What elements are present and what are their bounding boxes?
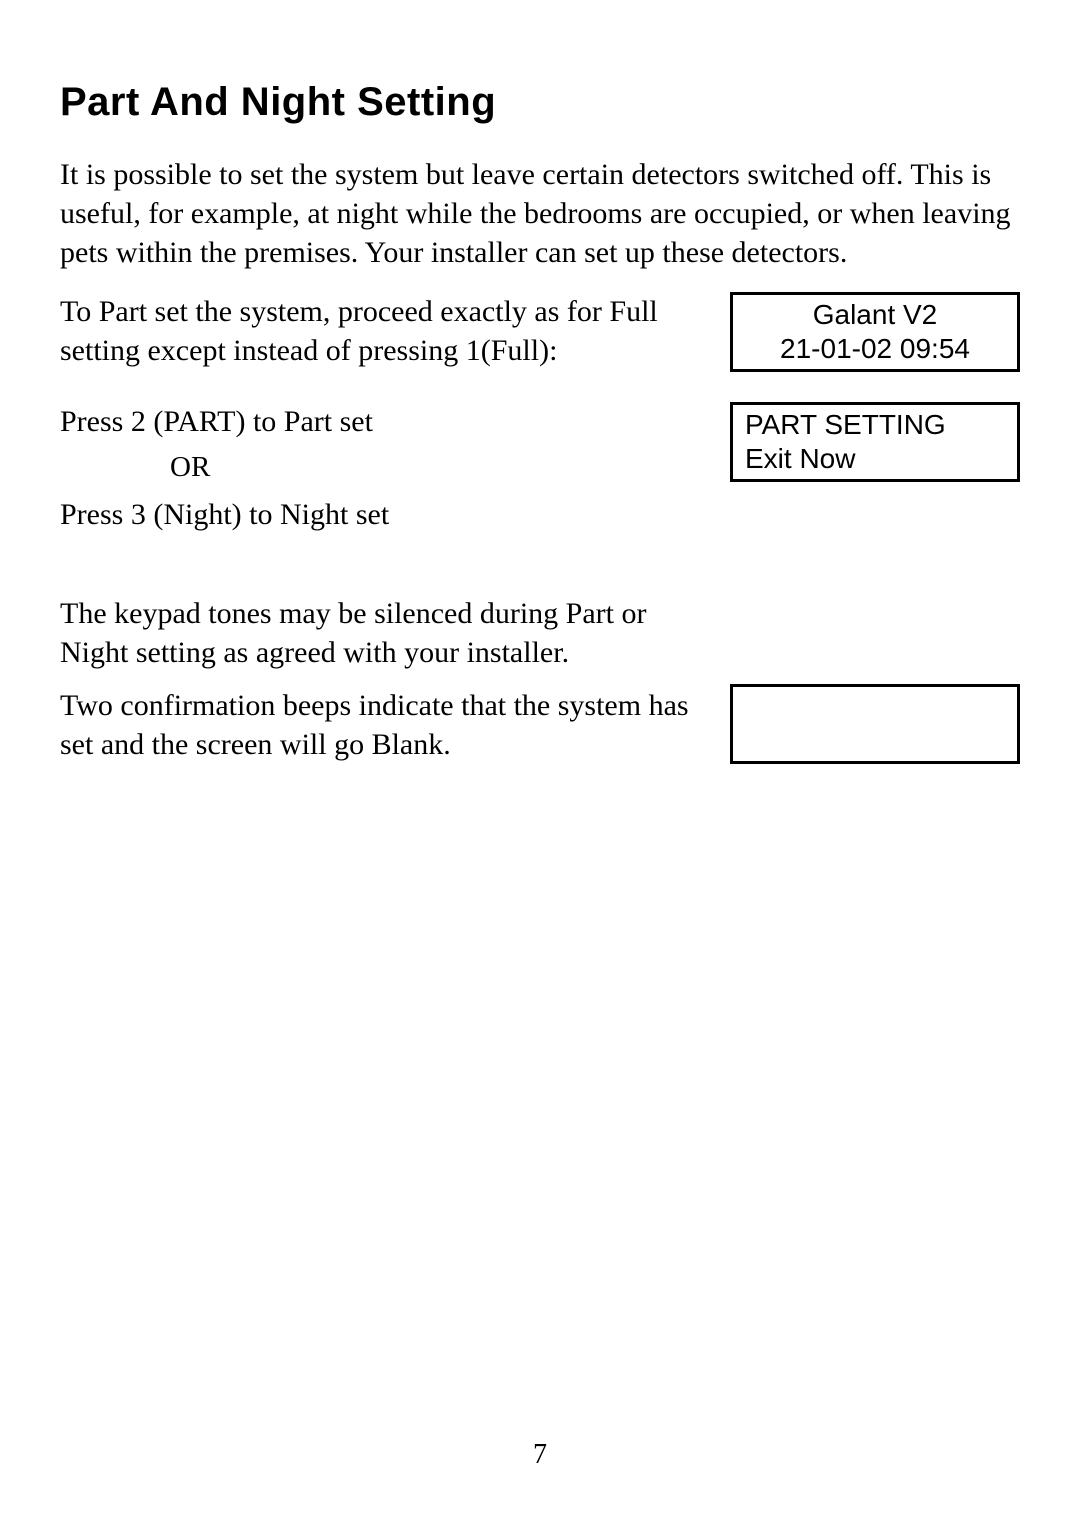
section-partset-intro: To Part set the system, proceed exactly … — [60, 292, 1020, 372]
press-3-line: Press 3 (Night) to Night set — [60, 495, 700, 534]
lcd-line1: PART SETTING — [745, 408, 1007, 442]
partset-instruction: To Part set the system, proceed exactly … — [60, 292, 730, 370]
lcd-display-idle: Galant V2 21-01-02 09:54 — [730, 292, 1020, 372]
lcd-line2: Exit Now — [745, 442, 1007, 476]
lcd-line1: Galant V2 — [743, 298, 1007, 332]
page-number: 7 — [0, 1439, 1080, 1471]
note-tones: The keypad tones may be silenced during … — [60, 594, 700, 672]
or-separator: OR — [60, 449, 700, 487]
page-heading: Part And Night Setting — [60, 80, 1020, 125]
section-press-options: Press 2 (PART) to Part set OR Press 3 (N… — [60, 402, 1020, 534]
lcd-line2: 21-01-02 09:54 — [743, 332, 1007, 366]
manual-page: Part And Night Setting It is possible to… — [0, 0, 1080, 1521]
section-notes: The keypad tones may be silenced during … — [60, 594, 1020, 764]
lcd-display-blank — [730, 684, 1020, 764]
intro-paragraph: It is possible to set the system but lea… — [60, 155, 1020, 272]
note-confirmation: Two confirmation beeps indicate that the… — [60, 686, 700, 764]
lcd-display-partsetting: PART SETTING Exit Now — [730, 402, 1020, 482]
press-2-line: Press 2 (PART) to Part set — [60, 402, 700, 441]
